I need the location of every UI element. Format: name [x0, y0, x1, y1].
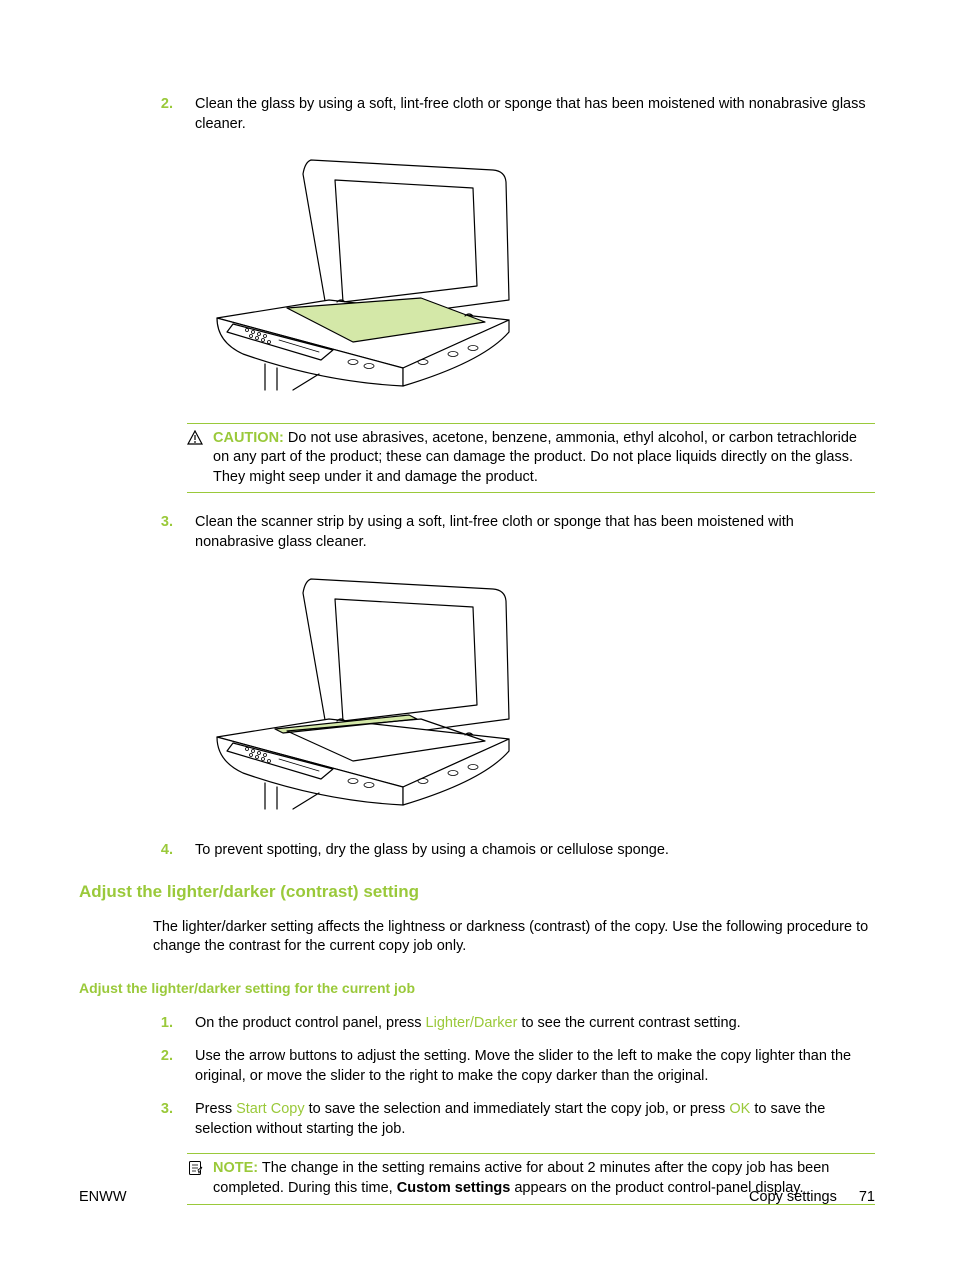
step-number: 3. — [153, 513, 195, 552]
note-label: NOTE: — [213, 1160, 258, 1176]
step-text: Press Start Copy to save the selection a… — [195, 1100, 875, 1139]
step-text: Use the arrow buttons to adjust the sett… — [195, 1047, 875, 1086]
step-text: On the product control panel, press Ligh… — [195, 1014, 875, 1034]
footer-right: Copy settings 71 — [749, 1188, 875, 1208]
step-b2: 2. Use the arrow buttons to adjust the s… — [153, 1047, 875, 1086]
step-number: 3. — [153, 1100, 195, 1139]
step-number: 4. — [153, 841, 195, 861]
step-number: 2. — [153, 1047, 195, 1086]
scanner-figure-1 — [79, 152, 875, 399]
caution-text: Do not use abrasives, acetone, benzene, … — [213, 430, 857, 485]
footer-section: Copy settings — [749, 1188, 837, 1208]
page-footer: ENWW Copy settings 71 — [79, 1188, 875, 1208]
step-text: To prevent spotting, dry the glass by us… — [195, 841, 875, 861]
ui-lighter-darker: Lighter/Darker — [426, 1015, 518, 1031]
heading-adjust-contrast: Adjust the lighter/darker (contrast) set… — [79, 881, 875, 904]
step-b1: 1. On the product control panel, press L… — [153, 1014, 875, 1034]
page-content: 2. Clean the glass by using a soft, lint… — [79, 95, 875, 1205]
scanner-figure-2 — [79, 571, 875, 818]
step-number: 1. — [153, 1014, 195, 1034]
step-b3: 3. Press Start Copy to save the selectio… — [153, 1100, 875, 1139]
text-fragment: to save the selection and immediately st… — [305, 1101, 730, 1117]
ui-start-copy: Start Copy — [236, 1101, 305, 1117]
caution-box: CAUTION: Do not use abrasives, acetone, … — [187, 423, 875, 494]
caution-body: CAUTION: Do not use abrasives, acetone, … — [213, 429, 875, 488]
caution-label: CAUTION: — [213, 430, 284, 446]
caution-icon — [187, 429, 213, 488]
step-text: Clean the glass by using a soft, lint-fr… — [195, 95, 875, 134]
footer-left: ENWW — [79, 1188, 127, 1208]
ui-ok: OK — [729, 1101, 750, 1117]
text-fragment: Press — [195, 1101, 236, 1117]
step-number: 2. — [153, 95, 195, 134]
text-fragment: to see the current contrast setting. — [517, 1015, 740, 1031]
step-4: 4. To prevent spotting, dry the glass by… — [153, 841, 875, 861]
step-2: 2. Clean the glass by using a soft, lint… — [153, 95, 875, 134]
contrast-intro: The lighter/darker setting affects the l… — [153, 918, 875, 957]
step-text: Clean the scanner strip by using a soft,… — [195, 513, 875, 552]
subheading-current-job: Adjust the lighter/darker setting for th… — [79, 979, 875, 998]
footer-page-number: 71 — [859, 1188, 875, 1208]
text-fragment: On the product control panel, press — [195, 1015, 426, 1031]
step-3: 3. Clean the scanner strip by using a so… — [153, 513, 875, 552]
